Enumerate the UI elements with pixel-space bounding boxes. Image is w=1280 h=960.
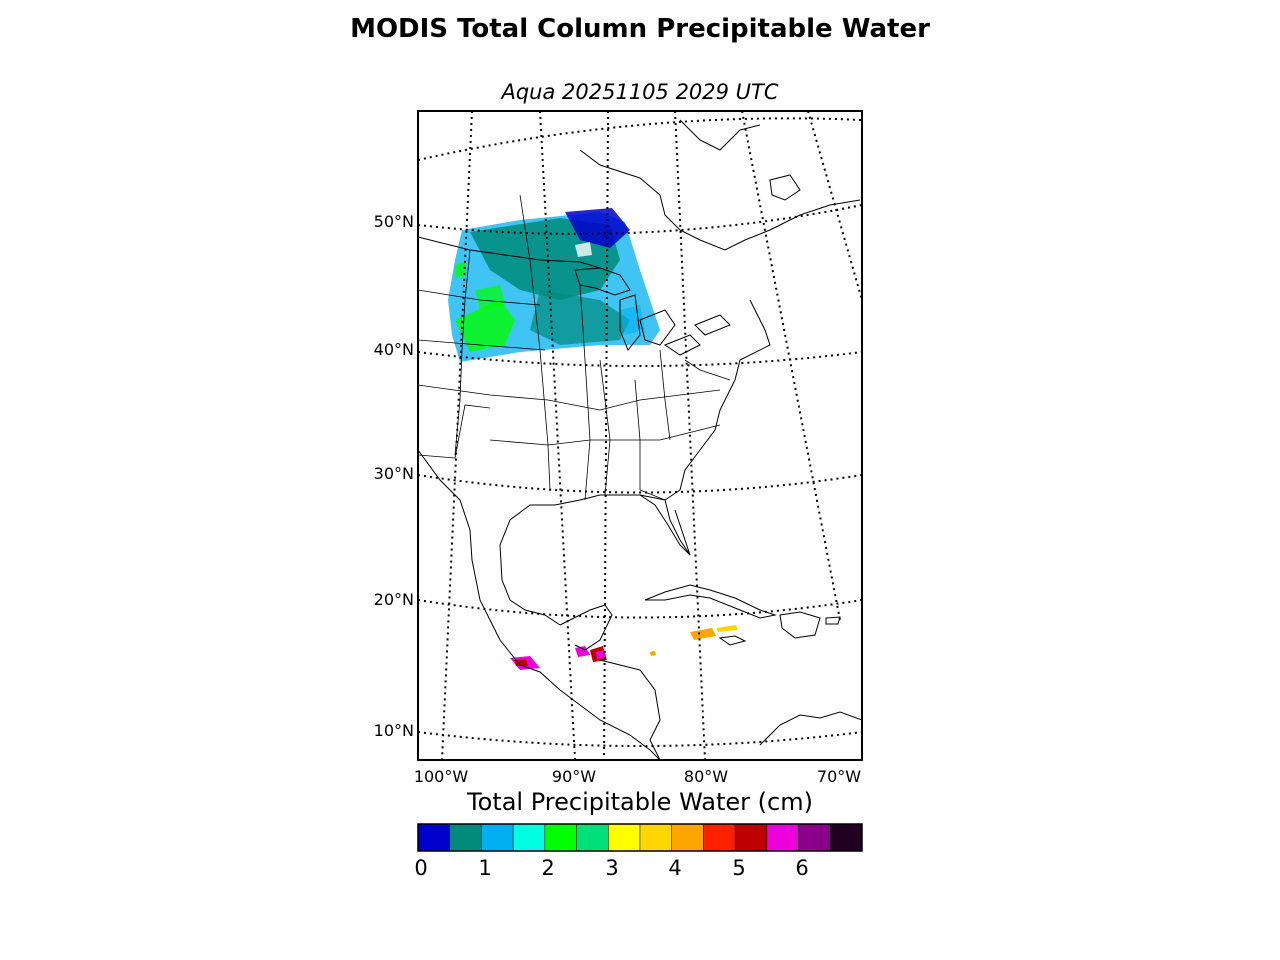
colorbar-segment [671, 823, 704, 852]
colorbar-segment [449, 823, 482, 852]
lat-label-50n: 50°N [373, 212, 414, 231]
coastlines [418, 119, 862, 760]
lat-label-40n: 40°N [373, 340, 414, 359]
lat-label-30n: 30°N [373, 464, 414, 483]
colorbar-tick-6: 6 [795, 856, 809, 880]
colorbar-segment [703, 823, 736, 852]
colorbar-segment [608, 823, 641, 852]
map-subtitle: Aqua 20251105 2029 UTC [501, 80, 779, 104]
colorbar-tick-5: 5 [732, 856, 746, 880]
colorbar-tick-0: 0 [414, 856, 428, 880]
colorbar-tick-1: 1 [478, 856, 492, 880]
colorbar-title: Total Precipitable Water (cm) [467, 788, 813, 816]
colorbar-tick-4: 4 [668, 856, 682, 880]
lon-label-100w: 100°W [413, 767, 469, 786]
state-borders [418, 194, 731, 501]
colorbar-segment [544, 823, 577, 852]
colorbar-segment [639, 823, 672, 852]
colorbar-segment [734, 823, 768, 852]
lon-label-70w: 70°W [816, 767, 862, 786]
lon-label-80w: 80°W [683, 767, 729, 786]
colorbar-segment [798, 823, 831, 852]
colorbar-segment [481, 823, 514, 852]
colorbar [417, 823, 863, 852]
colorbar-frame [417, 823, 863, 852]
map-frame [417, 110, 863, 761]
colorbar-segment [576, 823, 609, 852]
lat-label-10n: 10°N [373, 721, 414, 740]
colorbar-tick-2: 2 [541, 856, 555, 880]
lon-label-90w: 90°W [551, 767, 597, 786]
colorbar-segment [512, 823, 546, 852]
colorbar-tick-3: 3 [605, 856, 619, 880]
lat-label-20n: 20°N [373, 590, 414, 609]
colorbar-segment [417, 823, 450, 852]
colorbar-segment [830, 823, 863, 852]
colorbar-segment [766, 823, 799, 852]
page-title: MODIS Total Column Precipitable Water [350, 14, 930, 44]
precipitable-water-swath [448, 208, 738, 670]
graticule [418, 111, 862, 760]
